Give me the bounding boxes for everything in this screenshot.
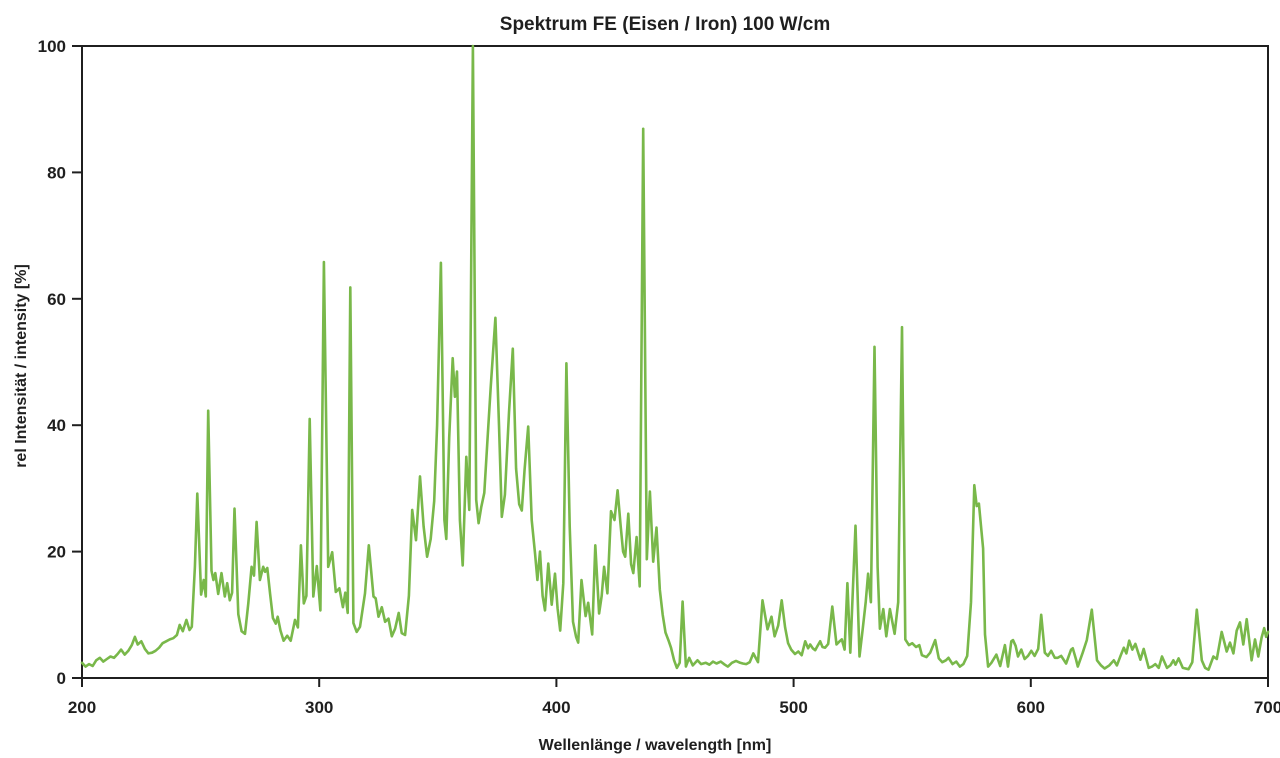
chart-title: Spektrum FE (Eisen / Iron) 100 W/cm	[500, 14, 830, 35]
x-tick-label: 200	[68, 698, 96, 717]
y-tick-label: 20	[47, 543, 66, 562]
x-tick-label: 300	[305, 698, 333, 717]
y-axis-tick-labels: 0 20 40 60 80 100	[38, 37, 66, 688]
spectrum-trace	[80, 44, 1270, 672]
y-tick-label: 100	[38, 37, 66, 56]
y-tick-label: 0	[57, 669, 66, 688]
x-axis-tick-labels: 200 300 400 500 600 700	[68, 698, 1280, 717]
y-tick-label: 80	[47, 163, 66, 182]
x-axis-label: Wellenlänge / wavelength [nm]	[539, 737, 772, 754]
x-tick-label: 700	[1254, 698, 1280, 717]
y-axis-ticks	[72, 45, 81, 679]
y-tick-label: 40	[47, 416, 66, 435]
x-tick-label: 600	[1017, 698, 1045, 717]
plot-frame	[81, 45, 1269, 679]
x-tick-label: 500	[779, 698, 807, 717]
x-axis-ticks	[81, 679, 1269, 687]
y-tick-label: 60	[47, 290, 66, 309]
y-axis-label: rel Intensität / intensity [%]	[13, 264, 30, 468]
x-tick-label: 400	[542, 698, 570, 717]
